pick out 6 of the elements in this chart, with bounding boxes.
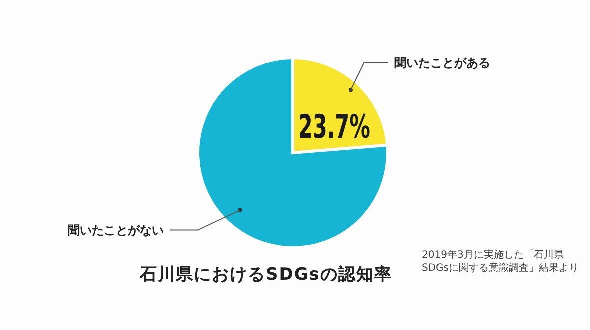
slice-label: 聞いたことがない bbox=[68, 223, 164, 238]
slice-label: 聞いたことがある bbox=[394, 56, 490, 70]
data-label: 23.7% bbox=[298, 109, 370, 146]
text: 2019年3月に実施した「石川県 SDGsに関する意識調査」結果より bbox=[422, 249, 580, 274]
text: 石川県におけるSDGsの認知率 bbox=[139, 265, 392, 285]
pie-slice bbox=[196, 56, 390, 250]
